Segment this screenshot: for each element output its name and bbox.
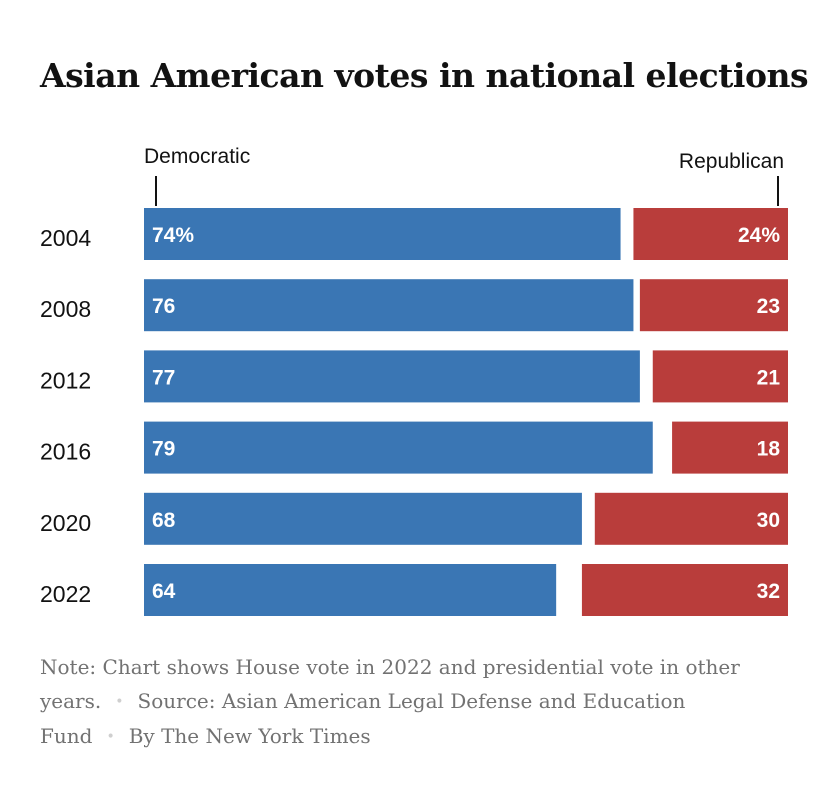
chart-note: Note: Chart shows House vote in 2022 and…	[40, 650, 800, 754]
data-label-democratic: 74%	[152, 224, 194, 247]
bar-republican	[672, 421, 788, 474]
byline-text: By The New York Times	[128, 724, 371, 748]
category-label: 2022	[40, 581, 91, 607]
bar-republican	[639, 279, 788, 332]
data-label-democratic: 76	[152, 295, 175, 318]
bar-democratic	[144, 208, 621, 260]
category-label: 2020	[40, 510, 91, 536]
category-label: 2004	[40, 225, 91, 251]
bar-democratic	[144, 279, 634, 332]
chart: Democratic Republican 2004 74% 24% 2008 76 23 20…	[40, 145, 788, 616]
separator-dot: •	[115, 694, 124, 710]
separator-dot: •	[106, 729, 115, 745]
legend-democratic: Democratic	[144, 145, 250, 168]
data-label-democratic: 64	[152, 580, 176, 603]
data-label-democratic: 68	[152, 509, 176, 532]
bar-republican	[581, 564, 788, 616]
data-label-republican: 30	[757, 509, 780, 532]
data-label-democratic: 79	[152, 438, 175, 461]
data-label-republican: 32	[757, 580, 780, 603]
legend-republican: Republican	[679, 150, 784, 173]
bar-republican	[652, 350, 788, 403]
bar-democratic	[144, 492, 582, 545]
category-label: 2012	[40, 367, 91, 393]
bar-republican	[633, 208, 788, 260]
category-label: 2016	[40, 439, 91, 465]
data-label-republican: 18	[757, 438, 781, 461]
note-text: Note: Chart shows House vote in 2022 and…	[40, 655, 740, 713]
bar-democratic	[144, 350, 640, 403]
bar-democratic	[144, 421, 653, 474]
data-label-democratic: 77	[152, 366, 175, 389]
bar-democratic	[144, 564, 557, 616]
source-text: Source: Asian American Legal Defense and…	[40, 689, 686, 748]
data-label-republican: 24%	[738, 224, 780, 247]
chart-title: Asian American votes in national electio…	[40, 56, 809, 95]
category-label: 2008	[40, 296, 91, 322]
bar-republican	[594, 492, 788, 545]
data-label-republican: 23	[757, 295, 780, 318]
data-label-republican: 21	[757, 366, 781, 389]
